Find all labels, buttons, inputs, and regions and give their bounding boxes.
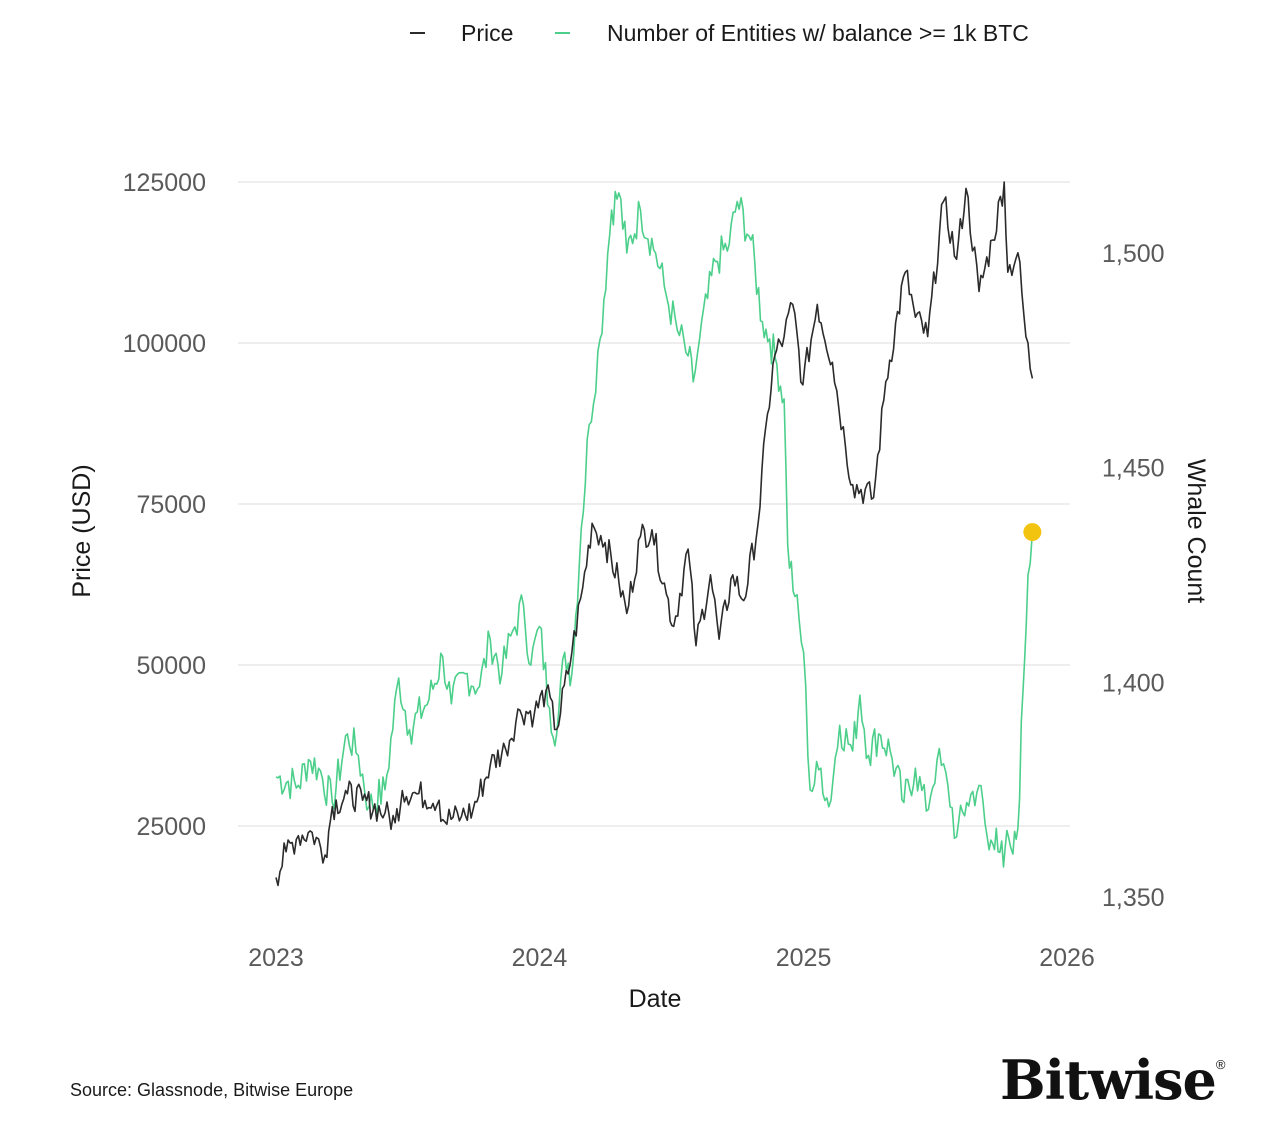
y-right-tick-label: 1,500 — [1102, 240, 1165, 268]
x-tick-label: 2025 — [776, 944, 832, 972]
y-left-tick-label: 100000 — [123, 330, 206, 358]
y-right-tick-label: 1,350 — [1102, 884, 1165, 912]
x-axis-title: Date — [629, 985, 682, 1013]
latest-value-marker — [1023, 523, 1042, 542]
series-lines — [275, 181, 1034, 887]
y-axis-right-title: Whale Count — [1182, 459, 1210, 604]
series-line-whale-count — [275, 190, 1034, 868]
y-left-tick-label: 75000 — [136, 491, 206, 519]
y-axis-left-ticks: 125000 100000 75000 50000 25000 — [123, 169, 206, 841]
logo-text: Bitwise — [1000, 1048, 1217, 1112]
gridlines — [238, 181, 1070, 827]
y-right-tick-label: 1,400 — [1102, 669, 1165, 697]
y-left-tick-label: 50000 — [136, 652, 206, 680]
y-axis-left-title: Price (USD) — [68, 464, 96, 597]
legend-price-label: Price — [461, 20, 513, 46]
series-line-price — [275, 181, 1034, 887]
legend-whale-label: Number of Entities w/ balance >= 1k BTC — [607, 20, 1029, 46]
y-left-tick-label: 125000 — [123, 169, 206, 197]
y-axis-right-ticks: 1,500 1,450 1,400 1,350 — [1102, 240, 1165, 912]
x-axis-ticks: 2023 2024 2025 2026 — [248, 944, 1095, 972]
bitwise-logo: Bitwise® — [1000, 1048, 1226, 1112]
markers — [1023, 523, 1042, 542]
x-tick-label: 2026 — [1039, 944, 1095, 972]
x-tick-label: 2024 — [512, 944, 568, 972]
logo-registered-mark: ® — [1215, 1057, 1226, 1072]
x-tick-label: 2023 — [248, 944, 304, 972]
y-left-tick-label: 25000 — [136, 813, 206, 841]
legend: Price Number of Entities w/ balance >= 1… — [410, 20, 1029, 46]
y-right-tick-label: 1,450 — [1102, 455, 1165, 483]
source-note: Source: Glassnode, Bitwise Europe — [70, 1080, 354, 1100]
